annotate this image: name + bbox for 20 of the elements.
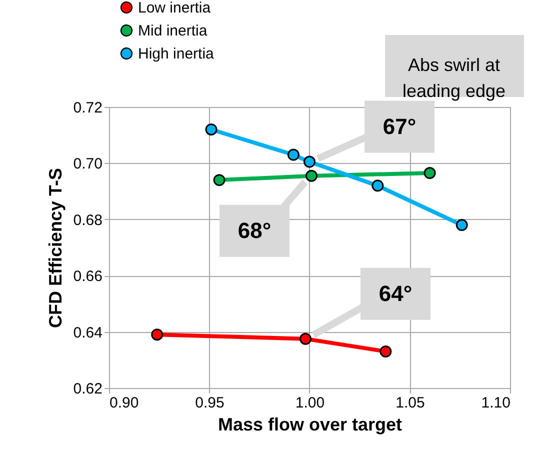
legend-label: High inertia — [138, 46, 215, 62]
y-tick-label: 0.64 — [73, 324, 102, 342]
legend-label: Low inertia — [138, 0, 212, 16]
y-tick-label: 0.70 — [73, 156, 102, 173]
annotation: 68° — [238, 218, 272, 243]
y-axis-title: CFD Efficiency T-S — [45, 168, 66, 328]
annotation: 64° — [378, 280, 412, 306]
text: Abs swirl at leading edge — [402, 55, 506, 101]
y-tick-label: 0.62 — [73, 380, 102, 398]
y-tick-label: 0.72 — [73, 100, 102, 116]
x-axis-title: Mass flow over target — [218, 414, 402, 434]
x-tick-label: 1.10 — [481, 394, 510, 412]
annotation: 67° — [382, 114, 416, 139]
y-tick-label: 0.66 — [73, 268, 102, 286]
x-tick-label: 0.95 — [195, 394, 224, 412]
x-tick-label: 0.90 — [110, 394, 139, 412]
legend-label: Mid inertia — [138, 22, 208, 40]
x-tick-label: 1.00 — [295, 394, 325, 412]
x-tick-label: 1.05 — [396, 394, 425, 412]
y-tick-label: 0.68 — [73, 212, 102, 229]
